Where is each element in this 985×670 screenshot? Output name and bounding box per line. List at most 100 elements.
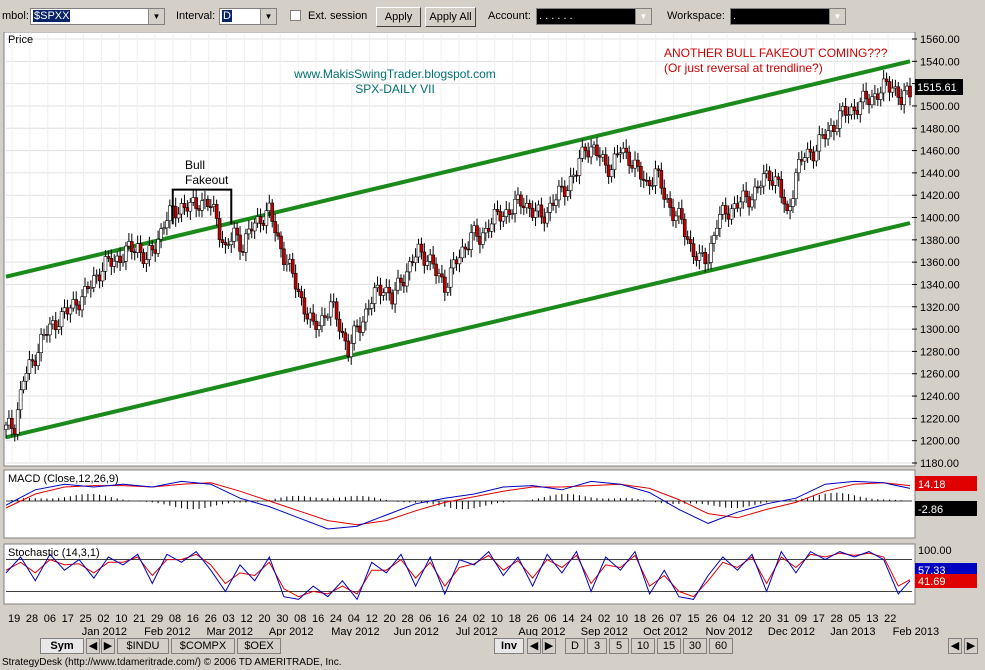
date-day-label: 18 — [634, 613, 646, 625]
price-tick-label: 1400.00 — [920, 213, 960, 225]
bull-fakeout-box — [171, 188, 233, 225]
candle-down — [302, 297, 307, 315]
scroll-right-icon[interactable]: ▶ — [101, 638, 115, 654]
candle-down — [682, 219, 687, 237]
chevron-down-icon[interactable]: ▼ — [260, 9, 276, 24]
price-tick-label: 1320.00 — [920, 302, 960, 314]
tab-oex[interactable]: $OEX — [237, 638, 281, 654]
candle-up — [633, 159, 637, 169]
price-panel-title: Price — [8, 34, 33, 46]
tab-sym[interactable]: Sym — [40, 638, 84, 654]
apply-all-button[interactable]: Apply All — [425, 7, 476, 27]
ext-session-label: Ext. session — [308, 10, 368, 22]
candle-down — [343, 332, 348, 342]
candle-up — [121, 261, 125, 263]
candle-down — [641, 178, 646, 181]
candle-up — [127, 241, 131, 247]
candle-down — [662, 187, 667, 200]
date-day-label: 02 — [598, 613, 610, 625]
candle-down — [522, 205, 526, 209]
price-tick-label: 1180.00 — [920, 458, 959, 470]
tab-inv[interactable]: Inv — [494, 638, 524, 654]
date-day-label: 07 — [670, 613, 682, 625]
interval-combo[interactable]: D ▼ — [219, 8, 277, 25]
chevron-down-icon[interactable]: ▼ — [829, 9, 845, 24]
candle-down — [680, 208, 684, 220]
candle-down — [109, 258, 114, 267]
candle-down — [671, 207, 675, 221]
candle-up — [469, 232, 473, 250]
tab-interval-5[interactable]: 5 — [609, 638, 629, 654]
symbol-combo[interactable]: $SPXX ▼ — [30, 8, 165, 25]
date-day-label: 06 — [419, 613, 431, 625]
candle-up — [21, 380, 26, 391]
macd-value-low-badge — [915, 501, 977, 516]
date-day-label: 14 — [562, 613, 574, 625]
candle-down — [767, 170, 772, 182]
ext-session-checkbox[interactable] — [290, 10, 301, 21]
scroll-right-icon[interactable]: ▶ — [542, 638, 556, 654]
candle-up — [326, 316, 330, 319]
date-day-label: 02 — [473, 613, 485, 625]
macd-plot — [5, 480, 912, 530]
tab-interval-15[interactable]: 15 — [657, 638, 681, 654]
candle-up — [826, 130, 830, 140]
macd-panel-title: MACD (Close,12,26,9) — [8, 473, 119, 485]
candle-up — [124, 245, 128, 262]
candle-down — [615, 153, 620, 156]
workspace-value: . — [733, 10, 737, 22]
date-day-label: 08 — [169, 613, 181, 625]
candle-up — [103, 256, 108, 272]
tab-indu[interactable]: $INDU — [117, 638, 169, 654]
candle-down — [668, 198, 672, 208]
chevron-down-icon[interactable]: ▼ — [635, 9, 651, 24]
candle-up — [100, 270, 105, 282]
tab-interval-60[interactable]: 60 — [709, 638, 733, 654]
tab-interval-10[interactable]: 10 — [631, 638, 655, 654]
apply-button[interactable]: Apply — [376, 7, 421, 27]
account-combo[interactable]: . . . . . . ▼ — [536, 8, 652, 25]
scroll-left-icon[interactable]: ◀ — [948, 638, 962, 654]
scroll-right-icon[interactable]: ▶ — [964, 638, 978, 654]
candle-down — [899, 97, 904, 105]
stoch-plot — [5, 550, 912, 601]
scroll-left-icon[interactable]: ◀ — [86, 638, 100, 654]
candle-down — [562, 186, 567, 197]
candle-down — [735, 203, 740, 209]
candle-down — [311, 312, 315, 322]
candle-up — [797, 159, 801, 174]
candle-up — [247, 228, 251, 235]
candle-down — [466, 248, 471, 251]
tab-interval-30[interactable]: 30 — [683, 638, 707, 654]
candle-down — [258, 216, 263, 224]
date-month-label: Jun 2012 — [394, 626, 439, 636]
date-day-label: 17 — [62, 613, 74, 625]
candle-up — [483, 228, 488, 234]
candle-up — [650, 185, 655, 187]
candle-down — [539, 204, 544, 218]
scroll-left-icon[interactable]: ◀ — [527, 638, 541, 654]
footer-credit: StrategyDesk (http://www.tdameritrade.co… — [0, 656, 985, 670]
date-day-label: 08 — [294, 613, 306, 625]
candle-up — [361, 321, 365, 333]
candle-up — [665, 198, 669, 200]
candle-up — [62, 307, 67, 313]
tab-interval-d[interactable]: D — [565, 638, 585, 654]
tab-interval-3[interactable]: 3 — [587, 638, 607, 654]
price-tick-label: 1560.00 — [920, 34, 960, 46]
workspace-combo[interactable]: . ▼ — [730, 8, 846, 25]
price-tick-label: 1240.00 — [920, 391, 960, 403]
candle-up — [835, 128, 839, 133]
chevron-down-icon[interactable]: ▼ — [148, 9, 164, 24]
candle-up — [317, 325, 321, 330]
candle-up — [700, 252, 705, 254]
tab-compx[interactable]: $COMPX — [171, 638, 235, 654]
candle-up — [501, 216, 506, 222]
price-tick-label: 1500.00 — [920, 101, 960, 113]
bull-label-2: Fakeout — [185, 173, 229, 187]
candle-down — [867, 98, 871, 106]
price-tick-label: 1440.00 — [920, 168, 960, 180]
candle-up — [870, 96, 874, 106]
candle-up — [375, 284, 380, 289]
candle-down — [691, 243, 696, 257]
